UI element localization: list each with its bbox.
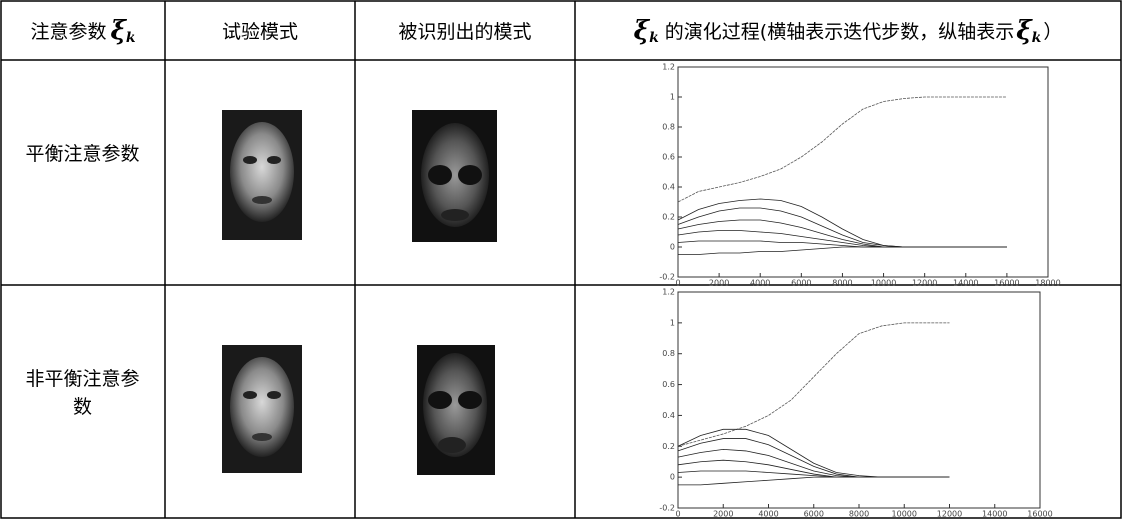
math-subscript: k [1032, 30, 1042, 46]
x-tick-label: 16000 [1027, 510, 1052, 519]
y-tick-label: -0.2 [659, 504, 675, 513]
header-cell: 试验模式 [222, 21, 298, 43]
header-cell: 被识别出的模式 [398, 21, 531, 43]
y-tick-label: 0.8 [662, 349, 675, 358]
table-page: 注意参数ξk 试验模式 被识别出的模式 ξk的演化过程(横轴表示迭代步数，纵轴表… [0, 0, 1123, 520]
x-tick-label: 14000 [982, 510, 1007, 519]
math-subscript: k [649, 30, 659, 46]
x-tick-label: 10000 [892, 510, 917, 519]
header-text: 被识别出的模式 [398, 21, 531, 43]
x-tick-label: 6000 [791, 279, 811, 288]
y-tick-label: 0.6 [662, 153, 675, 162]
row-label: 平衡注意参数 [20, 140, 145, 168]
y-tick-label: 0.4 [662, 411, 675, 420]
face-image [417, 345, 495, 475]
math-subscript: k [126, 30, 136, 46]
x-tick-label: 12000 [912, 279, 937, 288]
face-image [412, 110, 497, 242]
x-tick-label: 0 [675, 279, 680, 288]
x-tick-label: 18000 [1035, 279, 1060, 288]
y-tick-label: 0.8 [662, 123, 675, 132]
face-image [222, 345, 302, 473]
y-tick-label: 0 [670, 473, 675, 482]
x-tick-label: 12000 [937, 510, 962, 519]
x-tick-label: 14000 [953, 279, 978, 288]
y-tick-label: 0 [670, 243, 675, 252]
face-image [222, 110, 302, 240]
x-tick-label: 0 [675, 510, 680, 519]
y-tick-label: 0.2 [662, 213, 675, 222]
y-tick-label: 1 [670, 93, 675, 102]
x-tick-label: 10000 [871, 279, 896, 288]
x-tick-label: 8000 [849, 510, 869, 519]
y-tick-label: 0.6 [662, 380, 675, 389]
y-tick-label: 1.2 [662, 288, 675, 297]
header-text: ） [1043, 21, 1062, 43]
row-label-box: 平衡注意参数 [20, 140, 145, 210]
x-tick-label: 4000 [758, 510, 778, 519]
x-tick-label: 8000 [832, 279, 852, 288]
x-tick-label: 16000 [994, 279, 1019, 288]
header-text: 注意参数 [30, 21, 106, 43]
header-text: 的演化过程(横轴表示迭代步数，纵轴表示 [665, 21, 1014, 43]
y-tick-label: -0.2 [659, 273, 675, 282]
row-label: 非平衡注意参数 [20, 365, 145, 421]
x-tick-label: 2000 [713, 510, 733, 519]
y-tick-label: 0.4 [662, 183, 675, 192]
x-tick-label: 4000 [750, 279, 770, 288]
x-tick-label: 6000 [804, 510, 824, 519]
row-label-box: 非平衡注意参数 [20, 365, 145, 435]
y-tick-label: 1.2 [662, 63, 675, 72]
y-tick-label: 1 [670, 318, 675, 327]
y-tick-label: 0.2 [662, 442, 675, 451]
x-tick-label: 2000 [709, 279, 729, 288]
header-text: 试验模式 [222, 21, 298, 43]
